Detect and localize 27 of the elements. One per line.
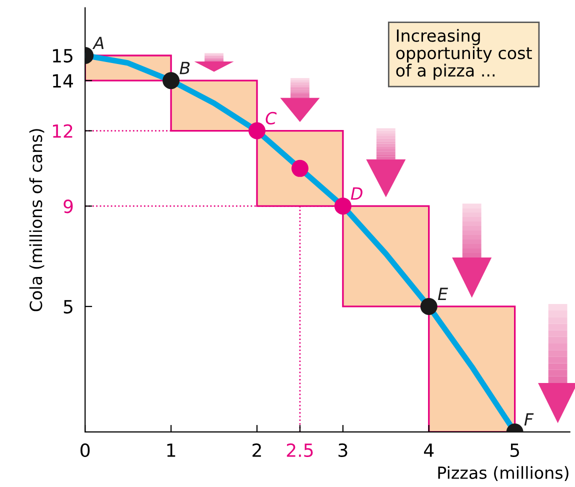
point [162, 72, 180, 90]
y-tick-label: 5 [64, 300, 72, 314]
x-tick-label: 3 [338, 443, 348, 458]
bar [428, 306, 516, 432]
x-tick-label: 4 [424, 444, 434, 457]
annotation: C [266, 112, 277, 125]
y-tick-label: 15 [52, 49, 72, 63]
y-tick-label: 12 [52, 124, 72, 138]
x-axis-title: Pizzas (millions) [438, 466, 568, 481]
point [420, 298, 438, 315]
annotation: F [524, 413, 534, 426]
y-tick-label: 9 [64, 200, 73, 214]
annotation: D [350, 187, 362, 200]
x-tick-label: 5 [510, 444, 519, 458]
point [334, 198, 352, 215]
y-axis-title: Cola (millions of cans) [29, 129, 44, 312]
x-tick-label: 2 [252, 443, 261, 457]
y-tick-label: 14 [52, 74, 73, 88]
annotation: E [438, 288, 448, 300]
annotation: Increasing opportunity cost of a pizza ... [396, 29, 532, 80]
x-tick-label: 2.5 [286, 443, 313, 458]
point [291, 160, 308, 177]
point [248, 122, 266, 140]
x-tick-label: 1 [167, 444, 176, 457]
annotation: A [92, 36, 104, 49]
x-tick-label: 0 [80, 443, 90, 458]
annotation: B [180, 62, 190, 74]
